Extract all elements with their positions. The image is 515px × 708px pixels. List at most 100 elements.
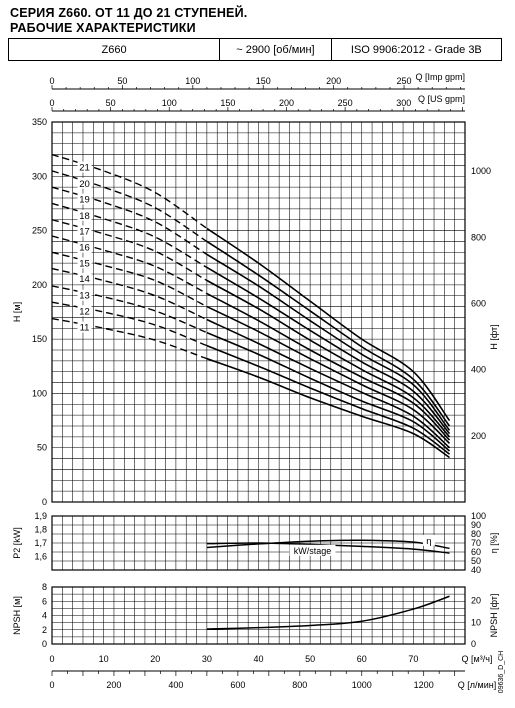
eta-right-tick-label: 100 xyxy=(471,511,486,521)
model-cell: Z660 xyxy=(9,39,221,60)
eta-right-tick-label: 40 xyxy=(471,565,481,575)
stage-label-bg xyxy=(77,193,92,205)
head-y-tick-label: 0 xyxy=(42,497,47,507)
head-right-tick-label: 800 xyxy=(471,232,486,242)
bottom-axis-lmin-tick-label: 200 xyxy=(106,680,121,690)
head-y-tick-label: 100 xyxy=(32,388,47,398)
speed-cell: ~ 2900 [об/мин] xyxy=(220,39,332,60)
eta-right-tick-label: 50 xyxy=(471,556,481,566)
bottom-axis-m3h-label: Q [м³/ч] xyxy=(462,654,493,664)
stage-label-15: 15 xyxy=(79,258,90,269)
head-right-tick-label: 400 xyxy=(471,365,486,375)
npsh-y-tick-label: 0 xyxy=(42,639,47,649)
stage-label-20: 20 xyxy=(79,179,90,190)
bottom-axis-m3h-tick-label: 0 xyxy=(49,654,54,664)
head-y-tick-label: 200 xyxy=(32,280,47,290)
eta-right-tick-label: 70 xyxy=(471,538,481,548)
stage-label-13: 13 xyxy=(79,291,90,302)
top-axis-imp-tick-label: 250 xyxy=(397,76,412,86)
npsh-right-tick-label: 0 xyxy=(471,639,476,649)
npsh-panel-frame xyxy=(51,586,466,645)
top-axis-imp-tick-label: 0 xyxy=(49,76,54,86)
stage-label-bg xyxy=(77,272,92,284)
power-y-tick-label: 1,7 xyxy=(34,538,47,548)
power-y-tick-label: 1,6 xyxy=(34,552,47,562)
bottom-axis-m3h-tick-label: 50 xyxy=(305,654,315,664)
npsh-y-tick-label: 2 xyxy=(42,625,47,635)
stage-label-bg xyxy=(77,225,92,237)
npsh-y-tick-label: 6 xyxy=(42,596,47,606)
head-panel-frame xyxy=(51,121,466,503)
head-curve-15 xyxy=(206,305,451,444)
top-axis-imp-tick-label: 100 xyxy=(185,76,200,86)
top-axis-us-tick-label: 100 xyxy=(162,98,177,108)
bottom-axis-lmin-tick-label: 600 xyxy=(230,680,245,690)
head-curve-17-dashed xyxy=(51,219,208,282)
eta-curve-label: η xyxy=(426,536,431,547)
npsh-y-tick-label: 8 xyxy=(42,582,47,592)
spec-header-table: Z660 ~ 2900 [об/мин] ISO 9906:2012 - Gra… xyxy=(8,38,502,61)
top-axis-us-tick-label: 250 xyxy=(338,98,353,108)
stage-label-bg xyxy=(77,241,92,253)
head-right-tick-label: 200 xyxy=(471,431,486,441)
head-curve-18-dashed xyxy=(51,202,208,269)
npsh-right-axis-label: NPSH [фт] xyxy=(489,594,499,638)
stage-label-21: 21 xyxy=(79,163,90,174)
stage-label-bg xyxy=(77,305,92,317)
head-y-tick-label: 250 xyxy=(32,226,47,236)
npsh-curve xyxy=(206,595,450,630)
chart-title-line-2: РАБОЧИЕ ХАРАКТЕРИСТИКИ xyxy=(10,21,196,35)
head-curve-19-dashed xyxy=(51,186,208,256)
head-curve-18 xyxy=(206,266,451,435)
head-y-tick-label: 350 xyxy=(32,117,47,127)
head-curve-14 xyxy=(206,318,451,449)
head-curve-17 xyxy=(206,279,451,438)
head-curve-21 xyxy=(206,227,451,422)
bottom-axis-lmin-tick-label: 400 xyxy=(168,680,183,690)
stage-label-bg xyxy=(77,209,92,221)
eta-right-tick-label: 90 xyxy=(471,520,481,530)
head-curve-19 xyxy=(206,253,451,431)
top-axis-imp-tick-label: 200 xyxy=(326,76,341,86)
eta-right-tick-label: 60 xyxy=(471,547,481,557)
top-axis-imp-label: Q [Imp gpm] xyxy=(415,72,465,82)
power-y-tick-label: 1,8 xyxy=(34,525,47,535)
top-axis-us-tick-label: 200 xyxy=(279,98,294,108)
npsh-y-tick-label: 4 xyxy=(42,611,47,621)
head-curve-14-dashed xyxy=(51,267,208,321)
head-curve-16-dashed xyxy=(51,235,208,295)
stage-label-bg xyxy=(77,161,92,173)
top-axis-us-label: Q [US gpm] xyxy=(418,94,465,104)
stage-label-bg xyxy=(77,289,92,301)
eta-curve-label-bg xyxy=(422,534,435,546)
npsh-y-axis-label: NPSH [м] xyxy=(12,596,22,635)
bottom-axis-m3h-tick-label: 10 xyxy=(99,654,109,664)
eta-right-tick-label: 80 xyxy=(471,529,481,539)
stage-label-14: 14 xyxy=(79,274,90,285)
head-right-tick-label: 600 xyxy=(471,298,486,308)
head-curve-11-dashed xyxy=(51,317,208,360)
head-curve-13 xyxy=(206,331,451,452)
stage-label-19: 19 xyxy=(79,195,90,206)
eta-right-axis-label: η [%] xyxy=(489,533,499,554)
top-axis-imp-tick-label: 150 xyxy=(256,76,271,86)
document-code: 09636_D_CH xyxy=(498,651,505,693)
head-curve-21-dashed xyxy=(51,153,208,229)
power-per-stage-curve xyxy=(206,542,450,554)
bottom-axis-lmin-label: Q [л/мин] xyxy=(458,680,496,690)
stage-label-11: 11 xyxy=(80,323,90,334)
npsh-right-tick-label: 10 xyxy=(471,617,481,627)
kw-curve-label-bg xyxy=(289,544,336,556)
head-y-axis-label: H [м] xyxy=(12,302,22,322)
power-panel-frame xyxy=(51,515,466,571)
bottom-axis-lmin-tick-label: 0 xyxy=(49,680,54,690)
head-y-tick-label: 50 xyxy=(37,443,47,453)
stage-label-18: 18 xyxy=(79,211,90,222)
bottom-axis-m3h-tick-label: 40 xyxy=(253,654,263,664)
top-axis-us-tick-label: 300 xyxy=(396,98,411,108)
power-y-axis-label: P2 [kW] xyxy=(12,527,22,559)
bottom-axis-lmin-tick-label: 800 xyxy=(292,680,307,690)
head-y-tick-label: 150 xyxy=(32,334,47,344)
bottom-axis-lmin-tick-label: 1200 xyxy=(414,680,434,690)
top-axis-us-tick-label: 50 xyxy=(106,98,116,108)
